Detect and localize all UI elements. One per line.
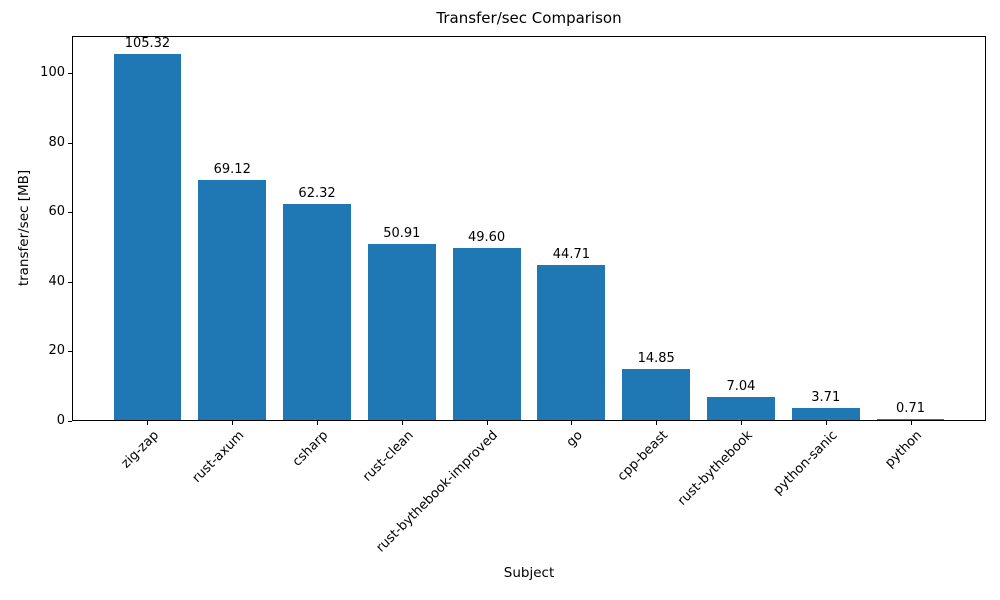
x-tick-mark xyxy=(317,421,319,425)
y-tick-mark xyxy=(68,421,72,422)
y-tick-label: 20 xyxy=(48,343,65,359)
x-tick-label: rust-axum xyxy=(189,428,247,486)
x-tick-mark xyxy=(656,421,658,425)
y-tick-label: 100 xyxy=(40,64,65,80)
bar-value-label: 62.32 xyxy=(298,186,336,202)
y-tick-mark xyxy=(68,142,72,144)
bar-rust-clean xyxy=(367,243,436,421)
x-tick-mark xyxy=(740,421,742,425)
x-axis-label: Subject xyxy=(503,565,555,581)
chart-title: Transfer/sec Comparison xyxy=(436,9,622,27)
y-tick-mark xyxy=(68,212,72,214)
y-tick-mark xyxy=(68,351,72,353)
y-tick-mark xyxy=(68,72,72,74)
bar-value-label: 50.91 xyxy=(383,225,421,241)
bar-cpp-beast xyxy=(622,369,691,421)
x-tick-label: python-sanic xyxy=(770,428,841,498)
bar-rust-bythebook xyxy=(707,396,775,421)
bar-value-label: 0.71 xyxy=(896,400,926,416)
bar-go xyxy=(537,265,606,421)
y-tick-mark xyxy=(68,281,72,283)
y-tick-label: 0 xyxy=(56,413,65,428)
x-tick-label: zig-zap xyxy=(118,428,163,472)
y-tick-label: 60 xyxy=(48,204,65,220)
bar-rust-axum xyxy=(198,180,267,421)
y-tick-label: 40 xyxy=(48,273,65,289)
bar-value-label: 44.71 xyxy=(552,247,590,263)
bars-layer: 105.32 69.12 62.32 50.91 49.60 44.71 14.85 7.04… xyxy=(72,36,986,421)
bar-csharp xyxy=(283,204,351,421)
x-tick-label: go xyxy=(563,428,587,451)
bar-python xyxy=(876,418,945,421)
bar-value-label: 3.71 xyxy=(811,390,841,406)
x-tick-label: python xyxy=(882,428,926,471)
x-tick-mark xyxy=(401,421,403,425)
x-tick-label: cpp-beast xyxy=(614,428,671,485)
bar-value-label: 14.85 xyxy=(637,351,675,367)
x-tick-mark xyxy=(147,421,149,425)
bar-value-label: 7.04 xyxy=(726,378,756,394)
bar-value-label: 105.32 xyxy=(124,36,171,52)
bar-value-label: 49.60 xyxy=(467,230,506,246)
x-tick-label: rust-clean xyxy=(359,428,417,485)
x-tick-label: rust-bythebook xyxy=(674,428,756,509)
y-axis-label: transfer/sec [MB] xyxy=(16,169,32,287)
bar-rust-bythebook-improved xyxy=(452,248,521,421)
x-tick-mark xyxy=(571,421,573,425)
x-tick-mark xyxy=(486,421,488,425)
bar-zig-zap xyxy=(113,54,182,421)
x-tick-mark xyxy=(825,421,827,425)
x-tick-label: csharp xyxy=(290,428,332,470)
bar-python-sanic xyxy=(791,408,860,421)
x-tick-mark xyxy=(232,421,234,425)
y-tick-label: 80 xyxy=(48,134,65,150)
x-tick-mark xyxy=(910,421,912,425)
bar-value-label: 69.12 xyxy=(213,162,251,178)
